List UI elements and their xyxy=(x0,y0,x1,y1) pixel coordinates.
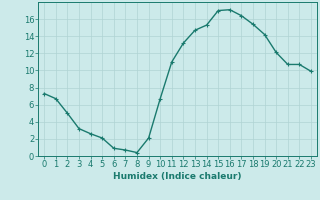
X-axis label: Humidex (Indice chaleur): Humidex (Indice chaleur) xyxy=(113,172,242,181)
